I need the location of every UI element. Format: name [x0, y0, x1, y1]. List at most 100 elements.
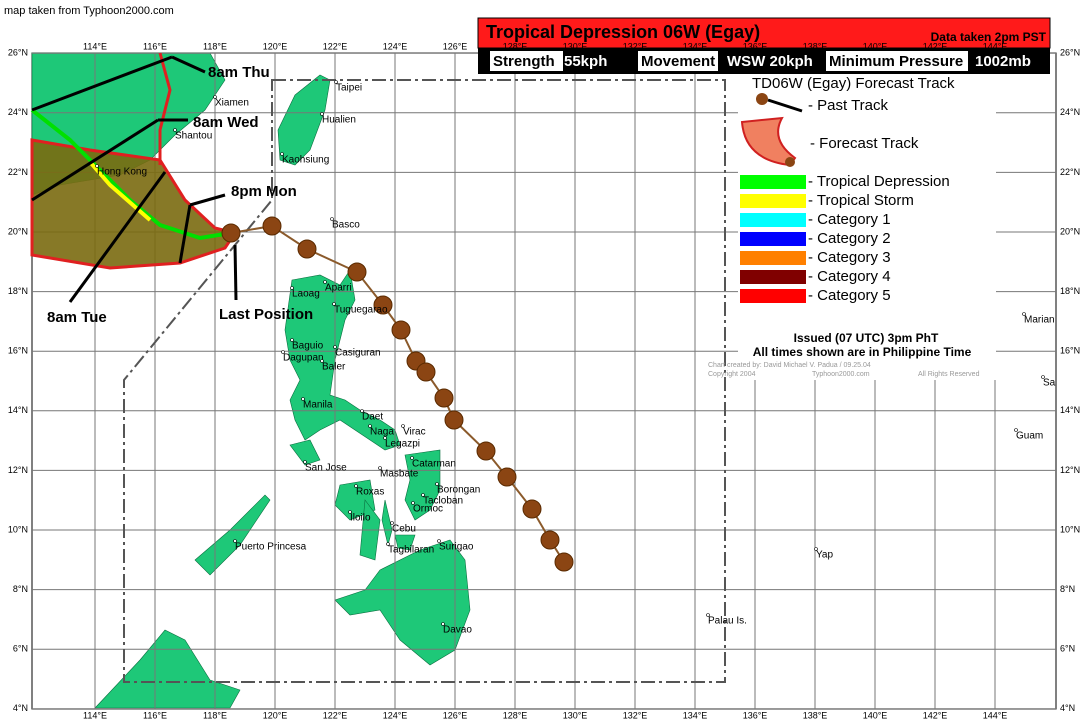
place-dot — [706, 613, 710, 617]
lat-label: 4°N — [1060, 703, 1075, 713]
category-label: - Category 2 — [808, 230, 891, 247]
place-label: Manila — [303, 400, 333, 411]
place-label: Shantou — [175, 131, 212, 142]
lat-label: 26°N — [8, 48, 28, 58]
lon-label: 120°E — [263, 710, 288, 720]
lat-label: 16°N — [8, 346, 28, 356]
field-label-box — [826, 51, 968, 71]
place-label: Iloilo — [350, 513, 371, 524]
place-label: Roxas — [356, 487, 384, 498]
lon-label: 132°E — [623, 41, 648, 51]
place-dot — [383, 436, 387, 440]
lon-label: 126°E — [443, 710, 468, 720]
place-label: Davao — [443, 625, 472, 636]
track-point — [476, 441, 496, 461]
lon-label: 138°E — [803, 41, 828, 51]
place-label: Kaohsiung — [282, 155, 329, 166]
track-annotation: Last Position — [219, 306, 313, 323]
place-label: Cebu — [392, 524, 416, 535]
place-label: Yap — [816, 550, 833, 561]
field-label-box — [490, 51, 563, 71]
lat-label: 24°N — [8, 107, 28, 117]
lat-label: 16°N — [1060, 346, 1080, 356]
place-dot — [280, 152, 284, 156]
place-dot — [421, 493, 425, 497]
credit: All Rights Reserved — [918, 371, 980, 378]
track-point — [554, 552, 574, 572]
place-dot — [290, 286, 294, 290]
past-track-label: - Past Track — [808, 97, 889, 114]
category-swatch — [740, 175, 806, 189]
place-label: Masbate — [380, 469, 419, 480]
track-annotation: 8am Wed — [193, 114, 259, 131]
place-label: Virac — [403, 427, 426, 438]
lon-label: 142°E — [923, 41, 948, 51]
lon-label: 128°E — [503, 41, 528, 51]
lon-label: 136°E — [743, 41, 768, 51]
lat-label: 14°N — [1060, 405, 1080, 415]
place-label: Ormoc — [413, 504, 443, 515]
place-dot — [386, 542, 390, 546]
mindoro — [289, 439, 321, 466]
annotations: 8am Thu 8am Wed 8pm Mon 8am Tue Last Positio… — [47, 64, 313, 326]
lon-label: 114°E — [83, 710, 107, 720]
place-label: Taipei — [336, 83, 362, 94]
field-label: Minimum Pressure — [829, 53, 963, 70]
category-swatch — [740, 289, 806, 303]
place-dot — [368, 424, 372, 428]
legend: TD06W (Egay) Forecast Track - Past Track… — [708, 75, 980, 378]
lat-label: 18°N — [8, 286, 28, 296]
place-dot — [330, 217, 334, 221]
credit: Typhoon2000.com — [812, 371, 870, 378]
place-dot — [334, 80, 338, 84]
place-label: San Jose — [305, 463, 347, 474]
lon-label: 124°E — [383, 41, 408, 51]
track-point — [416, 362, 436, 382]
lon-label: 136°E — [743, 710, 768, 720]
lat-label: 18°N — [1060, 286, 1080, 296]
lat-label: 20°N — [8, 226, 28, 236]
lon-label: 118°E — [203, 710, 227, 720]
category-label: - Category 3 — [808, 249, 891, 266]
places: Taipei Hualien Kaohsiung Basco Xiamen Shantou… — [95, 80, 1056, 636]
forecast-track-icon-dot — [785, 157, 795, 167]
lon-label: 116°E — [143, 710, 167, 720]
place-label: Guam — [1016, 431, 1043, 442]
forecast-track-label: - Forecast Track — [810, 135, 919, 152]
legend-title: TD06W (Egay) Forecast Track — [752, 75, 955, 92]
past-track-icon-line — [767, 98, 803, 113]
lon-label: 134°E — [683, 41, 708, 51]
lon-label: 134°E — [683, 710, 708, 720]
place-dot — [348, 510, 352, 514]
lat-label: 22°N — [8, 167, 28, 177]
place-label: Aparri — [325, 283, 352, 294]
place-label: Xiamen — [215, 98, 249, 109]
track-point — [391, 320, 411, 340]
category-label: - Tropical Depression — [808, 173, 950, 190]
track-point — [444, 410, 464, 430]
place-dot — [281, 350, 285, 354]
source-note: map taken from Typhoon2000.com — [4, 5, 174, 17]
field-label: Strength — [493, 53, 555, 70]
lat-label: 22°N — [1060, 167, 1080, 177]
place-label: Dagupan — [283, 353, 324, 364]
lon-label: 144°E — [983, 41, 1008, 51]
place-label: Laoag — [292, 289, 320, 300]
place-dot — [333, 345, 337, 349]
luzon — [284, 269, 401, 451]
category-label: - Category 1 — [808, 211, 891, 228]
borneo — [94, 629, 241, 709]
field-value: 55kph — [564, 53, 607, 70]
place-label: Sa — [1043, 378, 1056, 389]
track-point — [347, 262, 367, 282]
place-dot — [411, 501, 415, 505]
annotation-lines — [31, 55, 238, 303]
category-swatch — [740, 251, 806, 265]
lon-label: 144°E — [983, 710, 1008, 720]
data-time: Data taken 2pm PST — [931, 30, 1047, 44]
past-track-icon — [756, 93, 768, 105]
place-dot — [437, 539, 441, 543]
times-note: All times shown are in Philippine Time — [753, 345, 972, 359]
place-dot — [1022, 312, 1026, 316]
